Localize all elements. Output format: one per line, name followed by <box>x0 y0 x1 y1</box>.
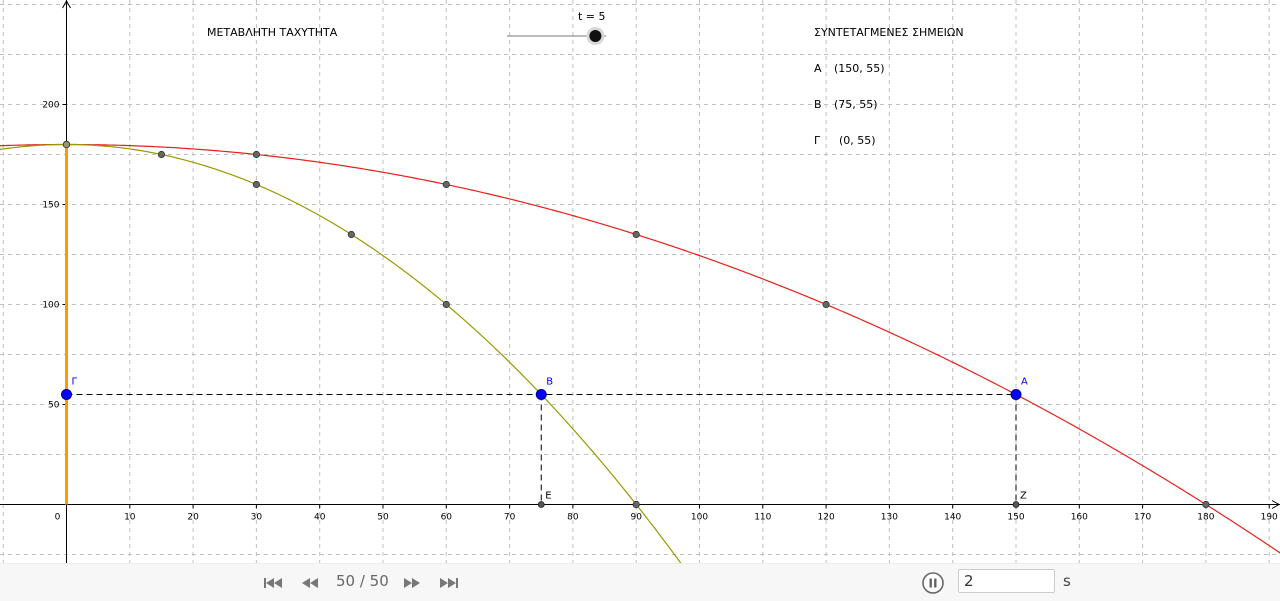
skip-last-icon <box>440 577 458 589</box>
y-tick-label: 200 <box>42 101 59 111</box>
coord-row-b-value: (75, 55) <box>834 98 878 111</box>
foot-point-label: Z <box>1020 491 1027 502</box>
coord-row-g-name: Γ <box>814 134 821 147</box>
step-back-button[interactable] <box>299 573 321 593</box>
skip-last-button[interactable] <box>438 573 460 593</box>
olive-trajectory-marker <box>442 300 450 309</box>
olive-trajectory <box>0 143 682 563</box>
pause-icon <box>922 572 944 598</box>
olive-trajectory-marker <box>157 150 166 159</box>
slide-counter: 50 / 50 <box>336 572 389 590</box>
skip-first-button[interactable] <box>262 573 284 593</box>
slider-label: t = 5 <box>578 10 606 23</box>
step-forward-icon <box>404 577 420 589</box>
x-tick-label: 150 <box>1007 513 1024 523</box>
skip-first-icon <box>264 577 282 589</box>
time-unit-label: s <box>1063 572 1071 590</box>
coord-row-g-value: (0, 55) <box>839 134 876 147</box>
foot-point-e[interactable] <box>537 501 545 508</box>
point-label: B <box>546 377 553 388</box>
animation-time-input[interactable] <box>958 569 1055 593</box>
x-tick-label: 80 <box>567 513 579 523</box>
y-tick-label: 150 <box>42 201 59 211</box>
x-tick-label: 120 <box>818 513 835 523</box>
x-tick-label: 130 <box>881 513 898 523</box>
olive-trajectory-marker <box>632 500 640 509</box>
foot-point-label: E <box>545 491 551 502</box>
point-label: A <box>1021 377 1028 388</box>
slider-knob[interactable] <box>589 30 602 42</box>
red-trajectory-marker <box>252 150 260 159</box>
x-tick-label: 20 <box>187 513 199 523</box>
x-tick-label: 90 <box>630 513 642 523</box>
foot-point-z[interactable] <box>1012 501 1020 508</box>
coordinates-title: ΣΥΝΤΕΤΑΓΜΕΝΕΣ ΣΗΜΕΙΩΝ <box>814 26 964 39</box>
olive-trajectory-marker <box>347 230 355 239</box>
point-g[interactable] <box>61 389 72 400</box>
x-tick-label: 50 <box>377 513 389 523</box>
point-a[interactable] <box>1010 389 1022 400</box>
coord-row-a-name: A <box>814 62 822 75</box>
x-tick-label: 160 <box>1071 513 1088 523</box>
y-axis-arrow <box>62 0 71 9</box>
point-label: Γ <box>72 377 78 388</box>
x-tick-label: 170 <box>1134 513 1151 523</box>
red-trajectory-marker <box>822 300 830 309</box>
variable-speed-title: ΜΕΤΑΒΛΗΤΗ ΤΑΧΥΤΗΤΑ <box>207 26 338 39</box>
red-trajectory <box>0 143 1280 554</box>
x-tick-label: 180 <box>1197 513 1214 523</box>
olive-trajectory-marker <box>252 180 260 189</box>
step-back-icon <box>302 577 318 589</box>
x-axis-arrow <box>1271 500 1280 509</box>
x-tick-label: 30 <box>251 513 263 523</box>
x-tick-label: 60 <box>441 513 453 523</box>
red-trajectory-marker <box>632 230 640 239</box>
x-tick-label: 190 <box>1261 513 1278 523</box>
red-trajectory-marker <box>1202 500 1210 509</box>
coord-row-b-name: B <box>814 98 822 111</box>
animation-toolbar: 50 / 50 s <box>0 563 1280 601</box>
coord-row-a-value: (150, 55) <box>834 62 885 75</box>
x-tick-label: 100 <box>691 513 708 523</box>
y-tick-label: 100 <box>42 301 59 311</box>
pole-top-point <box>62 140 71 149</box>
x-tick-label: 70 <box>504 513 516 523</box>
red-trajectory-marker <box>442 180 450 189</box>
x-tick-label: 140 <box>944 513 961 523</box>
x-tick-label: 110 <box>754 513 771 523</box>
point-b[interactable] <box>535 389 547 400</box>
y-tick-label: 50 <box>48 401 60 411</box>
x-tick-label: 40 <box>314 513 326 523</box>
x-tick-label: 10 <box>124 513 136 523</box>
x-tick-label: 0 <box>55 513 61 523</box>
pause-button[interactable] <box>922 572 944 594</box>
step-forward-button[interactable] <box>401 573 423 593</box>
graphics-view[interactable]: 0 10 20 30 40 50 60 70 80 90 100 110 120 130 140 150 160… <box>0 0 1280 563</box>
